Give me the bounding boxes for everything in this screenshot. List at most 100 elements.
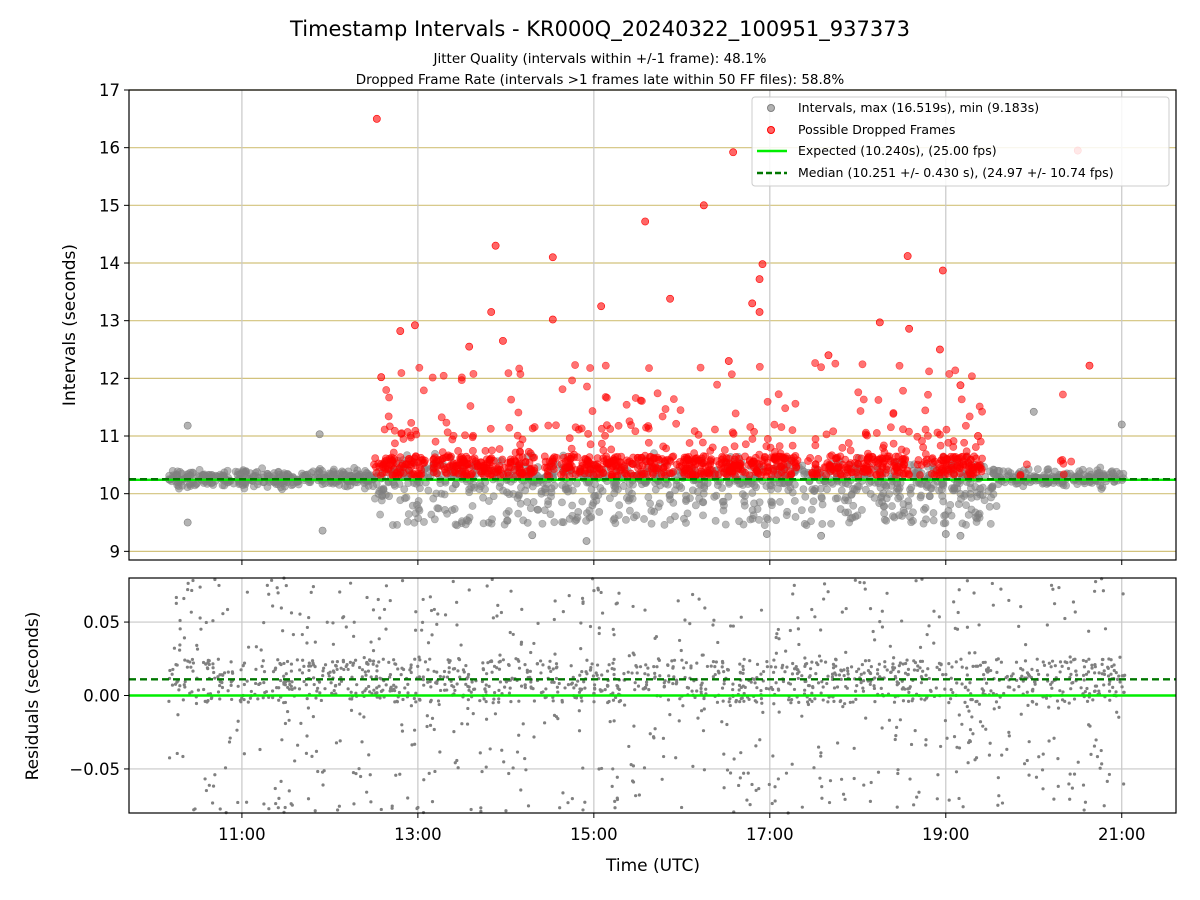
residual-point bbox=[1047, 739, 1051, 743]
residual-point bbox=[519, 684, 524, 688]
residual-point bbox=[680, 658, 684, 662]
dropped-point bbox=[895, 361, 904, 370]
residual-point bbox=[636, 684, 641, 688]
interval-point bbox=[801, 492, 810, 501]
residual-point bbox=[952, 600, 956, 604]
residual-point bbox=[675, 679, 679, 683]
interval-point bbox=[772, 516, 780, 525]
interval-point bbox=[929, 516, 938, 525]
residual-point bbox=[552, 680, 556, 684]
residual-point bbox=[835, 685, 840, 689]
interval-point bbox=[660, 520, 669, 529]
residual-point bbox=[646, 673, 650, 677]
residual-point bbox=[611, 661, 615, 665]
residual-point bbox=[894, 734, 898, 738]
dropped-point bbox=[484, 469, 492, 478]
residual-point bbox=[989, 668, 993, 673]
dropped-point bbox=[513, 431, 522, 440]
residual-point bbox=[857, 667, 861, 671]
residual-point bbox=[400, 579, 405, 583]
residual-point bbox=[826, 700, 830, 704]
residual-point bbox=[950, 665, 954, 669]
interval-point bbox=[992, 502, 1001, 510]
residual-point bbox=[484, 717, 489, 721]
residual-point bbox=[466, 706, 470, 711]
residual-point bbox=[713, 665, 717, 669]
interval-point bbox=[401, 494, 409, 503]
dropped-point bbox=[942, 425, 951, 434]
residual-point bbox=[1056, 706, 1061, 710]
residual-point bbox=[427, 771, 431, 775]
residual-point bbox=[984, 681, 989, 685]
interval-point bbox=[393, 521, 401, 529]
residual-point bbox=[968, 681, 972, 685]
residual-point bbox=[992, 707, 996, 711]
dropped-point bbox=[875, 318, 884, 327]
residual-point bbox=[605, 669, 610, 673]
residual-point bbox=[393, 662, 397, 666]
residual-point bbox=[794, 664, 798, 669]
residual-point bbox=[451, 579, 455, 584]
residual-point bbox=[583, 800, 587, 804]
residual-point bbox=[826, 674, 830, 678]
residual-point bbox=[289, 669, 294, 673]
residual-point bbox=[880, 609, 884, 613]
dropped-point bbox=[924, 390, 932, 399]
residual-point bbox=[227, 740, 232, 744]
dropped-point bbox=[958, 452, 967, 461]
residual-point bbox=[334, 741, 339, 745]
residual-point bbox=[825, 681, 829, 686]
residual-point bbox=[814, 672, 818, 676]
residual-point bbox=[1083, 690, 1087, 694]
interval-point bbox=[827, 519, 835, 528]
residual-point bbox=[1057, 585, 1061, 590]
residual-point bbox=[443, 613, 448, 617]
residual-point bbox=[771, 754, 775, 758]
residual-point bbox=[891, 662, 895, 666]
residual-point bbox=[585, 658, 589, 662]
residual-point bbox=[617, 591, 621, 595]
residual-point bbox=[580, 699, 584, 703]
residual-point bbox=[1007, 734, 1011, 738]
dropped-point bbox=[544, 421, 553, 430]
dropped-point bbox=[898, 463, 907, 471]
residual-point bbox=[305, 641, 309, 645]
residual-point bbox=[349, 708, 354, 712]
interval-point bbox=[878, 498, 886, 506]
residual-point bbox=[851, 700, 855, 704]
residual-point bbox=[283, 805, 287, 810]
interval-point bbox=[479, 519, 488, 528]
residual-point bbox=[330, 660, 335, 664]
interval-point bbox=[956, 531, 965, 540]
residual-point bbox=[211, 784, 216, 788]
dropped-point bbox=[846, 446, 855, 455]
interval-point bbox=[961, 489, 970, 498]
residual-point bbox=[413, 742, 417, 746]
residual-point bbox=[1074, 673, 1079, 677]
residual-point bbox=[580, 669, 584, 674]
residual-point bbox=[757, 787, 761, 791]
dropped-point bbox=[837, 464, 846, 472]
interval-point bbox=[595, 508, 604, 516]
residual-point bbox=[918, 666, 922, 670]
residual-point bbox=[484, 690, 488, 694]
dropped-point bbox=[856, 407, 865, 415]
residual-point bbox=[497, 688, 501, 692]
interval-point bbox=[448, 484, 457, 493]
interval-point bbox=[183, 518, 192, 527]
residual-point bbox=[521, 722, 525, 726]
residual-point bbox=[1117, 674, 1121, 678]
residual-point bbox=[1082, 678, 1086, 682]
residual-point bbox=[703, 606, 707, 610]
dropped-point bbox=[486, 424, 495, 433]
residual-point bbox=[921, 669, 925, 673]
interval-point bbox=[738, 490, 747, 499]
residual-point bbox=[666, 663, 670, 667]
dropped-point bbox=[924, 431, 932, 440]
residual-point bbox=[313, 640, 317, 644]
residual-point bbox=[612, 657, 616, 661]
residual-point bbox=[943, 719, 948, 723]
residual-point bbox=[774, 681, 778, 685]
residual-point bbox=[702, 696, 706, 701]
residual-point bbox=[994, 658, 999, 662]
